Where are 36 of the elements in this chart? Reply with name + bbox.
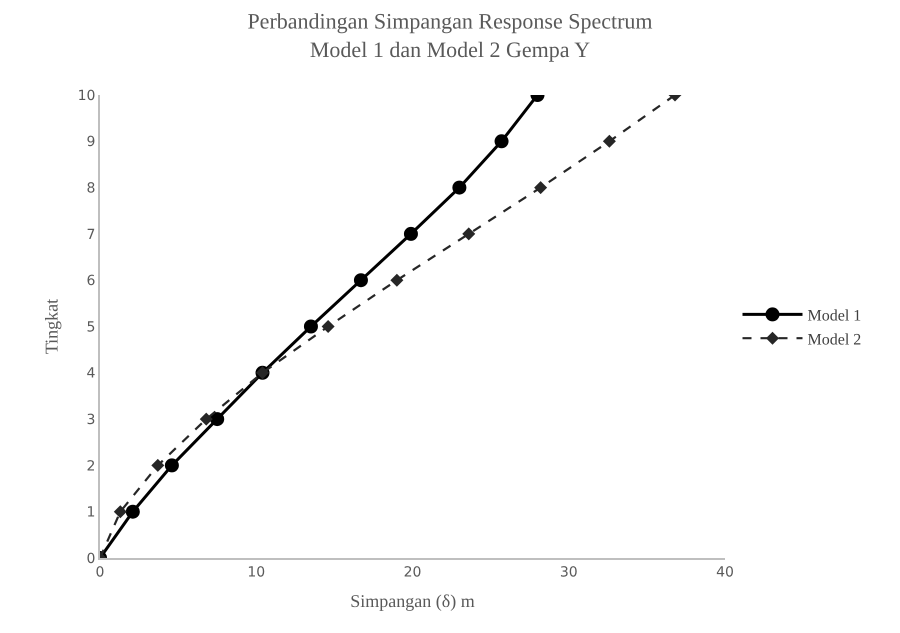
legend-label: Model 1 [808,308,862,325]
y-axis-title: Tingkat [41,298,62,354]
point [452,180,466,195]
y-tick-label: 4 [86,366,96,382]
y-tick-label: 9 [86,134,96,150]
point [494,134,509,148]
point [210,412,224,426]
y-tick-label: 2 [86,458,96,474]
y-tick-label: 1 [86,504,96,521]
x-axis-title: Simpangan (δ) m [350,591,475,612]
point [151,458,164,472]
y-tick-label: 0 [86,550,96,567]
point [126,504,140,519]
point [164,458,179,472]
y-tick-label: 5 [86,319,96,336]
point [114,505,127,518]
point [354,273,368,288]
x-tick-label: 30 [560,564,578,581]
chart-title: Perbandingan Simpangan Response Spectrum Model 1 dan Model 2 Gempa Y [247,8,653,62]
point [390,274,404,287]
point [200,412,213,426]
y-tick-label: 8 [86,180,96,196]
y-tick-label: 3 [86,412,96,428]
point [534,181,548,194]
point [322,320,335,333]
point [602,134,616,148]
point [404,226,418,241]
y-tick-label: 10 [78,88,96,104]
y-tick-label: 6 [86,273,96,290]
x-tick-label: 10 [247,564,266,581]
point [462,227,476,240]
x-tick-label: 20 [404,564,422,581]
y-tick-label: 7 [86,226,96,243]
legend-label: Model 2 [808,331,862,348]
x-tick-label: 40 [716,564,734,581]
point [304,320,318,334]
